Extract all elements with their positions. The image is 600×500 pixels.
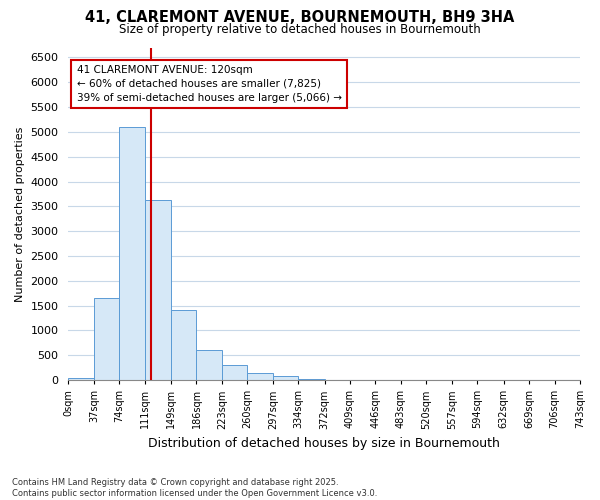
Bar bbox=[273, 376, 298, 380]
Bar bbox=[222, 365, 247, 380]
Y-axis label: Number of detached properties: Number of detached properties bbox=[15, 126, 25, 302]
Bar bbox=[298, 378, 325, 380]
Bar bbox=[119, 127, 145, 380]
Text: Contains HM Land Registry data © Crown copyright and database right 2025.
Contai: Contains HM Land Registry data © Crown c… bbox=[12, 478, 377, 498]
Bar bbox=[247, 373, 273, 380]
X-axis label: Distribution of detached houses by size in Bournemouth: Distribution of detached houses by size … bbox=[148, 437, 500, 450]
Text: 41, CLAREMONT AVENUE, BOURNEMOUTH, BH9 3HA: 41, CLAREMONT AVENUE, BOURNEMOUTH, BH9 3… bbox=[85, 10, 515, 25]
Bar bbox=[145, 200, 171, 380]
Text: 41 CLAREMONT AVENUE: 120sqm
← 60% of detached houses are smaller (7,825)
39% of : 41 CLAREMONT AVENUE: 120sqm ← 60% of det… bbox=[77, 65, 341, 103]
Bar bbox=[94, 298, 119, 380]
Bar bbox=[171, 310, 196, 380]
Bar bbox=[196, 350, 222, 380]
Text: Size of property relative to detached houses in Bournemouth: Size of property relative to detached ho… bbox=[119, 22, 481, 36]
Bar bbox=[68, 378, 94, 380]
